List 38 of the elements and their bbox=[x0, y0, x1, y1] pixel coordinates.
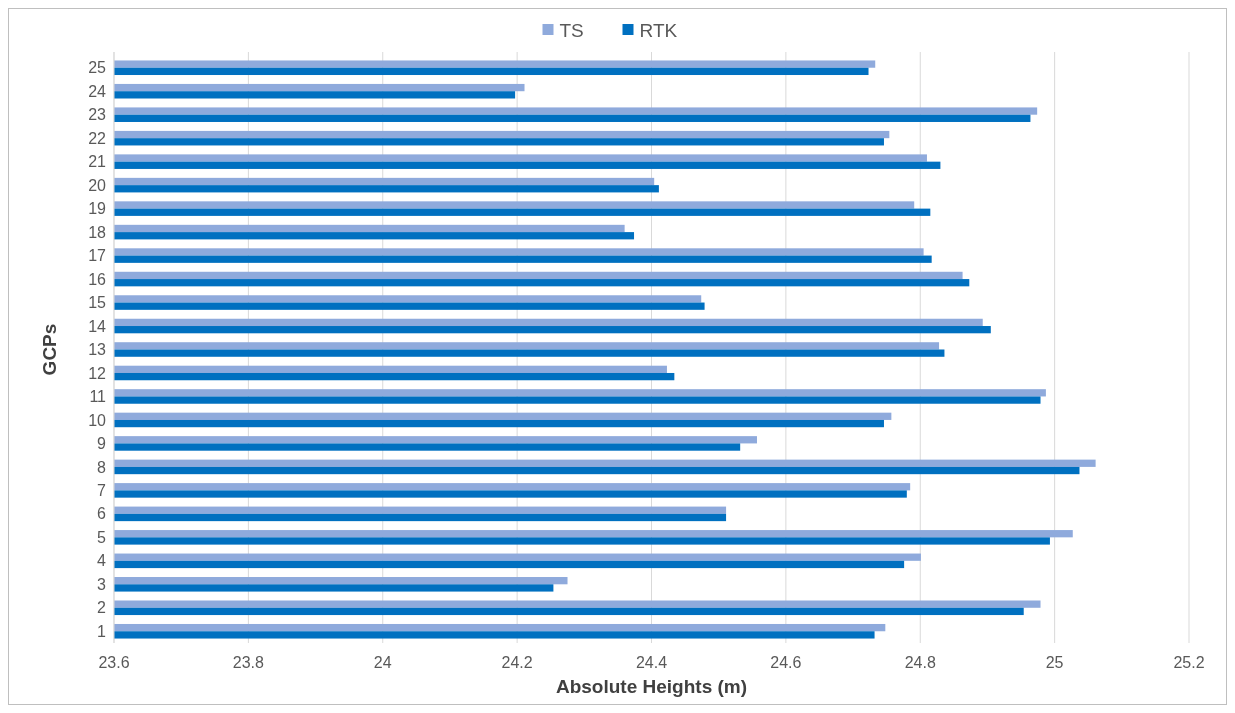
y-tick-label: 11 bbox=[89, 388, 107, 406]
legend-label: RTK bbox=[639, 19, 678, 41]
x-tick-label: 23.8 bbox=[232, 654, 265, 671]
legend-label: TS bbox=[559, 19, 584, 41]
x-axis-title: Absolute Heights (m) bbox=[555, 676, 748, 697]
y-tick-label: 8 bbox=[97, 458, 107, 476]
x-tick-label: 24 bbox=[373, 654, 392, 671]
y-tick-label: 3 bbox=[97, 575, 107, 593]
x-tick-label: 25 bbox=[1045, 654, 1064, 671]
x-tick-label: 24.6 bbox=[770, 654, 802, 671]
y-tick-label: 21 bbox=[88, 153, 107, 171]
y-tick-label: 16 bbox=[88, 270, 107, 288]
y-tick-label: 24 bbox=[88, 82, 107, 100]
x-tick-label: 24.8 bbox=[904, 654, 936, 671]
y-axis-title: GCPs bbox=[39, 323, 60, 376]
y-tick-label: 19 bbox=[88, 200, 107, 218]
y-tick-label: 12 bbox=[88, 364, 107, 382]
y-tick-label: 7 bbox=[97, 481, 107, 499]
x-tick-label: 23.6 bbox=[98, 654, 130, 671]
y-tick-label: 6 bbox=[97, 505, 107, 523]
x-tick-label: 24.2 bbox=[501, 654, 533, 671]
y-tick-label: 20 bbox=[88, 176, 107, 194]
y-tick-label: 10 bbox=[88, 411, 107, 429]
y-tick-label: 9 bbox=[97, 435, 107, 453]
y-tick-label: 25 bbox=[88, 59, 107, 77]
y-tick-label: 18 bbox=[88, 223, 107, 241]
y-tick-label: 14 bbox=[88, 317, 107, 335]
y-tick-label: 4 bbox=[97, 552, 107, 570]
y-tick-label: 22 bbox=[88, 129, 107, 147]
y-tick-label: 15 bbox=[88, 294, 107, 312]
y-tick-label: 2 bbox=[97, 599, 107, 617]
y-tick-label: 23 bbox=[88, 106, 107, 124]
x-tick-label: 25.2 bbox=[1173, 654, 1205, 671]
y-tick-label: 1 bbox=[97, 622, 107, 640]
y-tick-label: 17 bbox=[88, 247, 107, 265]
x-tick-label: 24.4 bbox=[635, 654, 668, 671]
y-tick-label: 13 bbox=[88, 341, 107, 359]
y-tick-label: 5 bbox=[97, 528, 107, 546]
